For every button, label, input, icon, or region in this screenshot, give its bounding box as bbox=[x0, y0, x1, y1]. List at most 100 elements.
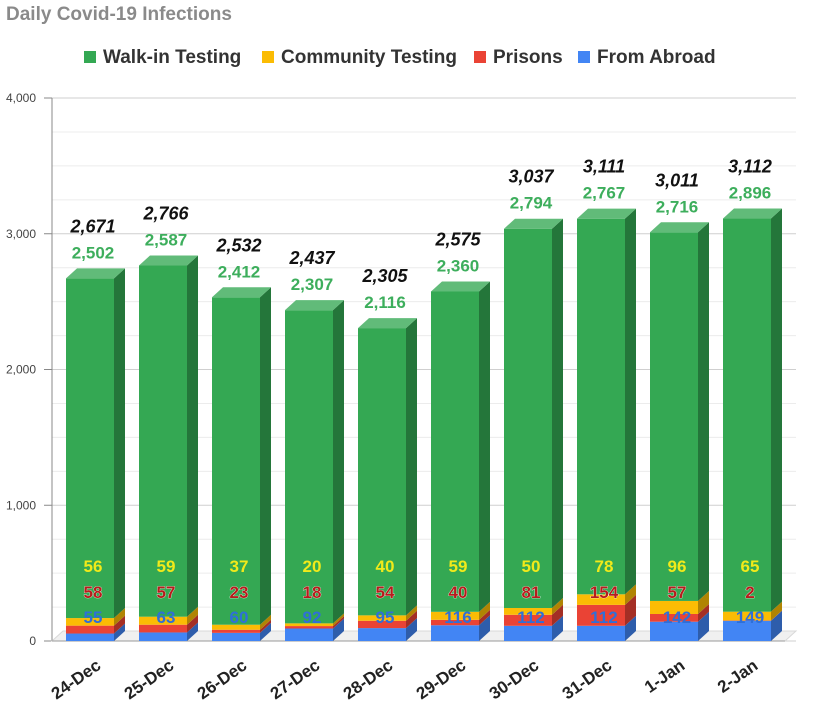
label-walk-in-testing: 2,896 bbox=[729, 184, 772, 203]
bar-top-walk-in-testing bbox=[723, 208, 782, 219]
bar-side-community-testing bbox=[260, 614, 271, 630]
bar-side-community-testing bbox=[406, 605, 417, 621]
label-walk-in-testing: 2,587 bbox=[145, 231, 188, 250]
label-from-abroad: 92 bbox=[303, 608, 322, 627]
bar-top-walk-in-testing bbox=[212, 287, 271, 298]
bar-segment-from-abroad bbox=[723, 620, 771, 641]
bar-2-jan bbox=[723, 208, 782, 641]
bar-segment-walk-in-testing bbox=[212, 297, 260, 625]
legend-label-from-abroad: From Abroad bbox=[597, 47, 716, 68]
bar-segment-from-abroad bbox=[577, 625, 625, 641]
bar-side-walk-in-testing bbox=[114, 268, 125, 619]
bar-segment-community-testing bbox=[723, 611, 771, 621]
bar-segment-prisons bbox=[650, 613, 698, 622]
label-community-testing: 59 bbox=[157, 557, 176, 576]
bar-side-prisons bbox=[771, 610, 782, 621]
label-community-testing: 50 bbox=[522, 557, 541, 576]
bar-25-dec bbox=[139, 255, 198, 641]
bar-side-walk-in-testing bbox=[187, 255, 198, 617]
label-walk-in-testing: 2,767 bbox=[583, 184, 626, 203]
total-label: 3,037 bbox=[508, 167, 554, 187]
label-walk-in-testing: 2,116 bbox=[364, 293, 406, 312]
bar-30-dec bbox=[504, 218, 563, 641]
bar-segment-from-abroad bbox=[358, 628, 406, 641]
total-label: 2,575 bbox=[434, 229, 481, 249]
label-walk-in-testing: 2,794 bbox=[510, 194, 553, 213]
bar-segment-from-abroad bbox=[285, 628, 333, 641]
bar-segment-community-testing bbox=[358, 615, 406, 621]
bar-side-from-abroad bbox=[771, 610, 782, 641]
bar-segment-from-abroad bbox=[431, 625, 479, 641]
bar-side-from-abroad bbox=[187, 622, 198, 641]
bar-side-from-abroad bbox=[333, 618, 344, 641]
bar-top-walk-in-testing bbox=[285, 300, 344, 311]
y-tick-label: 3,000 bbox=[6, 227, 36, 241]
bar-side-community-testing bbox=[552, 598, 563, 615]
label-community-testing: 56 bbox=[84, 557, 103, 576]
bar-segment-prisons bbox=[358, 620, 406, 629]
bar-side-prisons bbox=[625, 594, 636, 626]
bar-top-walk-in-testing bbox=[577, 208, 636, 219]
label-walk-in-testing: 2,502 bbox=[72, 243, 115, 262]
legend: Walk-in Testing Community Testing Prisons F… bbox=[84, 47, 716, 68]
label-prisons: 81 bbox=[522, 583, 541, 602]
x-tick-label: 26-Dec bbox=[194, 656, 251, 704]
bar-side-walk-in-testing bbox=[406, 318, 417, 616]
x-tick-label: 27-Dec bbox=[267, 656, 324, 704]
total-label: 2,766 bbox=[142, 204, 189, 224]
label-community-testing: 96 bbox=[668, 557, 687, 576]
label-prisons: 18 bbox=[303, 583, 322, 602]
y-tick-label: 1,000 bbox=[6, 498, 36, 512]
label-community-testing: 78 bbox=[595, 557, 614, 576]
label-community-testing: 65 bbox=[741, 557, 760, 576]
bar-side-walk-in-testing bbox=[260, 287, 271, 625]
label-from-abroad: 142 bbox=[663, 608, 691, 627]
y-axis: 0 1,000 2,000 3,000 4,000 bbox=[6, 91, 53, 648]
label-prisons: 57 bbox=[157, 583, 176, 602]
y-tick-label: 2,000 bbox=[6, 363, 36, 377]
bar-segment-community-testing bbox=[285, 623, 333, 627]
bar-top-walk-in-testing bbox=[650, 222, 709, 233]
bar-segment-walk-in-testing bbox=[504, 228, 552, 609]
label-from-abroad: 55 bbox=[84, 608, 103, 627]
y-tick-label: 4,000 bbox=[6, 91, 36, 105]
bar-side-community-testing bbox=[333, 613, 344, 627]
label-from-abroad: 149 bbox=[736, 608, 764, 627]
label-walk-in-testing: 2,360 bbox=[437, 256, 480, 275]
bar-segment-from-abroad bbox=[66, 633, 114, 641]
label-prisons: 154 bbox=[590, 583, 619, 602]
label-community-testing: 20 bbox=[303, 557, 322, 576]
label-from-abroad: 63 bbox=[157, 608, 176, 627]
bar-segment-walk-in-testing bbox=[285, 310, 333, 624]
total-label: 3,112 bbox=[728, 157, 772, 177]
bar-side-community-testing bbox=[625, 584, 636, 605]
total-label: 3,011 bbox=[655, 170, 699, 190]
data-labels: 2,671 2,502 56 58 55 2,766 2,587 59 57 63 2,532 2,4… bbox=[69, 157, 771, 627]
bar-segment-walk-in-testing bbox=[723, 218, 771, 612]
bar-top-walk-in-testing bbox=[139, 255, 198, 266]
bar-side-walk-in-testing bbox=[625, 208, 636, 595]
x-tick-label: 2-Jan bbox=[714, 656, 761, 697]
bar-segment-walk-in-testing bbox=[431, 291, 479, 612]
x-tick-label: 31-Dec bbox=[559, 656, 616, 704]
bar-side-from-abroad bbox=[406, 618, 417, 641]
legend-swatch-walk-in-testing bbox=[84, 51, 96, 63]
bar-segment-prisons bbox=[577, 604, 625, 626]
bar-27-dec bbox=[285, 300, 344, 641]
bar-segment-walk-in-testing bbox=[577, 218, 625, 595]
total-label: 2,671 bbox=[69, 216, 115, 236]
bar-side-walk-in-testing bbox=[333, 300, 344, 624]
bar-side-prisons bbox=[260, 619, 271, 633]
label-community-testing: 40 bbox=[376, 557, 395, 576]
bar-side-from-abroad bbox=[625, 615, 636, 641]
bar-side-prisons bbox=[114, 615, 125, 634]
total-label: 2,305 bbox=[361, 266, 408, 286]
label-walk-in-testing: 2,412 bbox=[218, 262, 261, 281]
bar-segment-walk-in-testing bbox=[358, 328, 406, 616]
bar-segment-community-testing bbox=[66, 618, 114, 626]
bar-segment-community-testing bbox=[139, 616, 187, 625]
label-community-testing: 37 bbox=[230, 557, 249, 576]
label-community-testing: 59 bbox=[449, 557, 468, 576]
label-from-abroad: 112 bbox=[517, 608, 544, 627]
